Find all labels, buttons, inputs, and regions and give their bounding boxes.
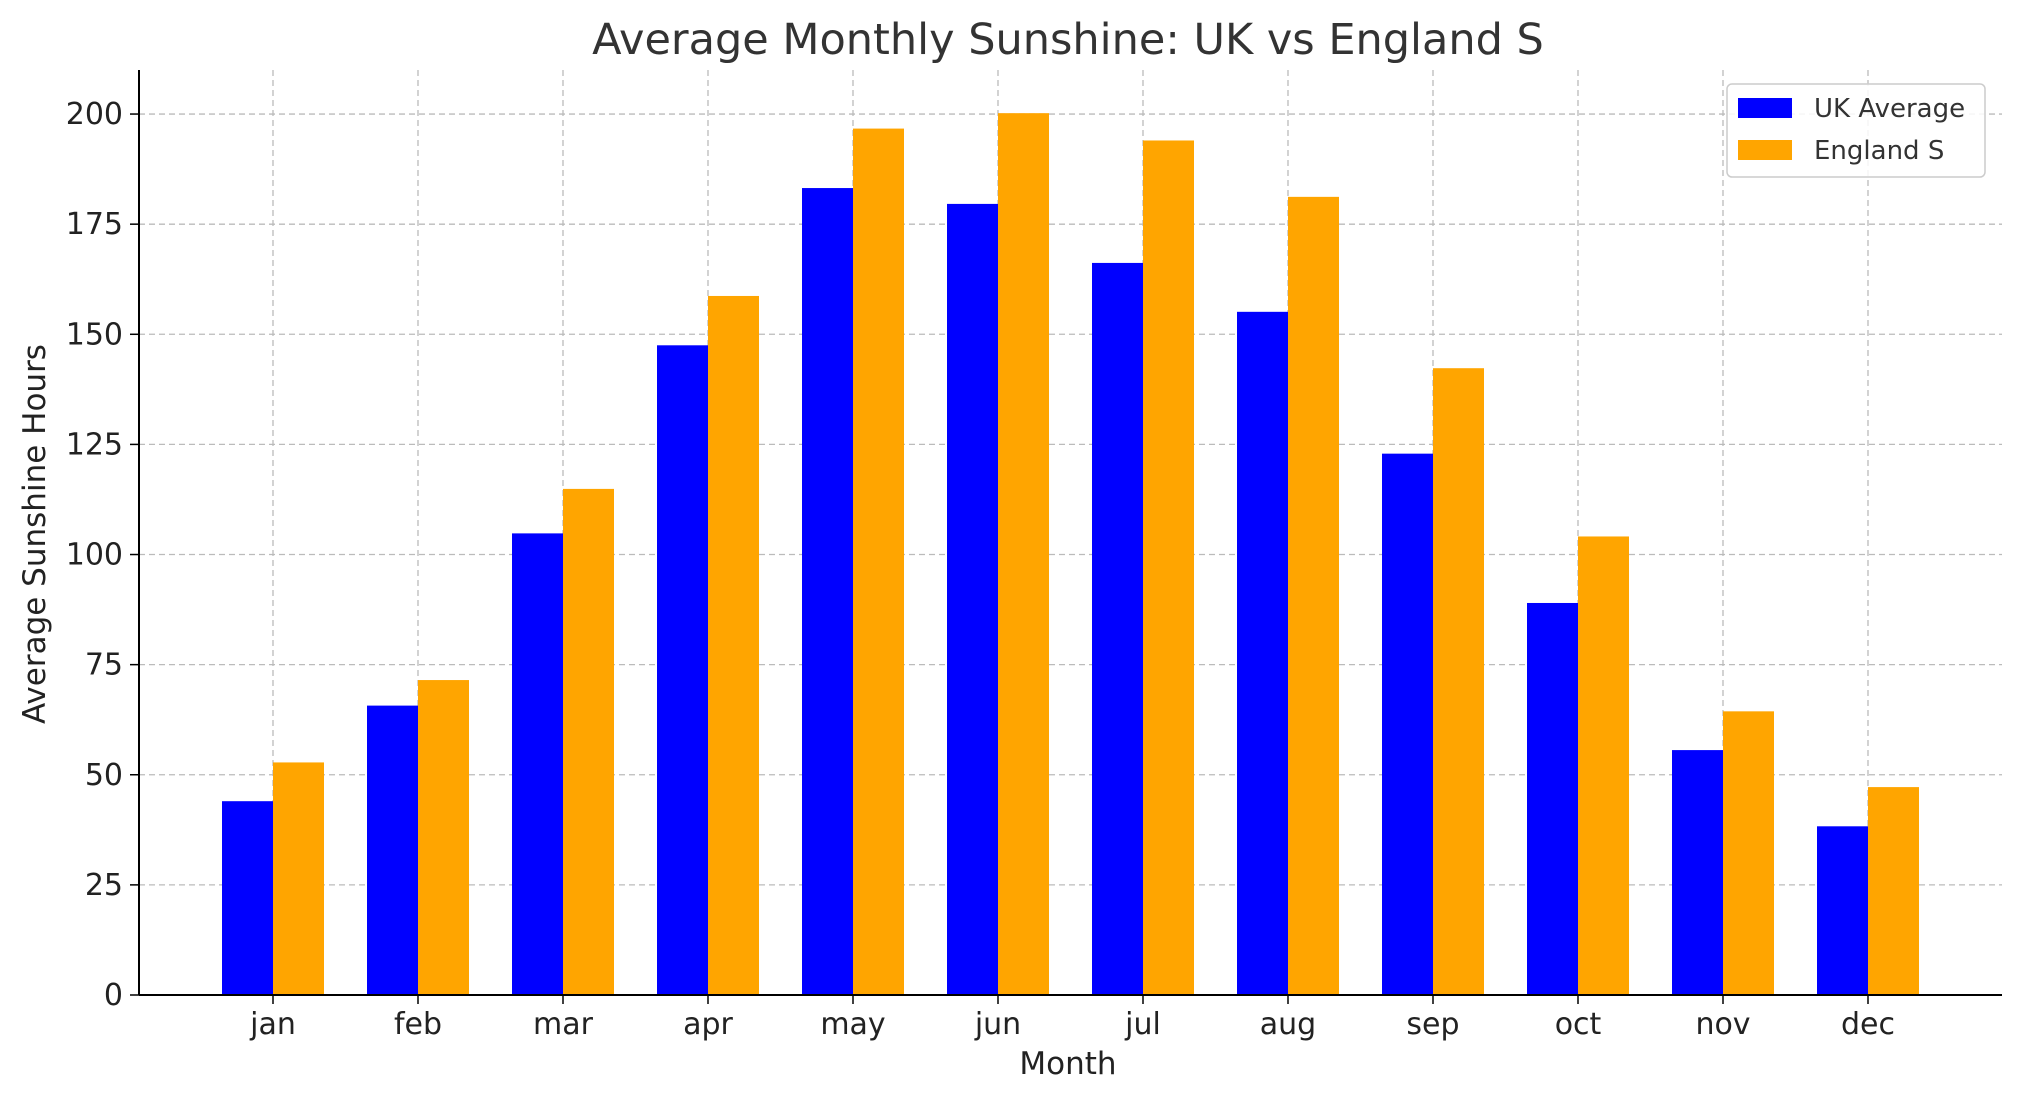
bar-uk-average-jul [1092, 262, 1143, 995]
bar-uk-average-oct [1527, 602, 1578, 995]
y-tick-label: 150 [66, 317, 123, 352]
y-tick-label: 200 [66, 97, 123, 132]
x-tick-label: may [820, 1007, 885, 1042]
x-tick-label: aug [1260, 1007, 1316, 1042]
legend-label-england-s: England S [1814, 136, 1944, 166]
axes [130, 70, 2002, 1004]
bar-england-s-jan [273, 762, 324, 995]
bar-england-s-apr [708, 295, 759, 995]
y-tick-label: 0 [104, 978, 123, 1013]
bar-uk-average-nov [1672, 750, 1723, 995]
y-tick-label: 125 [66, 427, 123, 462]
x-tick-label: dec [1841, 1007, 1895, 1042]
x-tick-label: feb [394, 1007, 442, 1042]
bar-england-s-oct [1578, 536, 1629, 995]
bar-england-s-jun [998, 113, 1049, 995]
bar-england-s-nov [1723, 711, 1774, 995]
bar-england-s-sep [1433, 368, 1484, 995]
x-tick-label: nov [1695, 1007, 1750, 1042]
bar-uk-average-jan [222, 801, 273, 995]
legend-label-uk-average: UK Average [1814, 94, 1965, 124]
x-tick-label: mar [533, 1007, 594, 1042]
x-tick-label: jun [974, 1007, 1021, 1042]
bar-england-s-jul [1143, 140, 1194, 995]
legend-swatch-england-s [1738, 140, 1792, 160]
x-axis-label: Month [1019, 1046, 1116, 1082]
legend: UK Average England S [1726, 83, 1986, 178]
x-tick-label: jul [1124, 1007, 1161, 1042]
bar-uk-average-aug [1237, 311, 1288, 996]
x-tick-label: apr [683, 1007, 733, 1042]
bar-england-s-mar [563, 488, 614, 995]
bar-uk-average-sep [1382, 453, 1433, 995]
bar-uk-average-mar [512, 533, 563, 995]
y-tick-labels: 0 25 50 75 100 125 150 175 200 [66, 97, 123, 1013]
x-tick-labels: jan feb mar apr may jun jul aug sep oct nov dec [249, 1007, 1895, 1042]
x-tick-label: jan [249, 1007, 296, 1042]
y-tick-label: 50 [85, 758, 123, 793]
bar-england-s-aug [1288, 196, 1339, 995]
chart-title: Average Monthly Sunshine: UK vs England … [592, 15, 1544, 65]
y-tick-label: 75 [85, 648, 123, 683]
bar-england-s-may [853, 128, 904, 996]
x-tick-label: sep [1406, 1007, 1459, 1042]
bar-uk-average-may [802, 188, 853, 996]
bar-uk-average-dec [1817, 826, 1868, 995]
y-axis-label: Average Sunshine Hours [17, 344, 53, 724]
y-tick-label: 100 [66, 538, 123, 573]
x-tick-label: oct [1555, 1007, 1602, 1042]
bar-england-s-dec [1868, 787, 1919, 995]
bar-uk-average-jun [947, 203, 998, 995]
bars [222, 113, 1919, 996]
y-tick-label: 25 [85, 868, 123, 903]
legend-swatch-uk-average [1738, 98, 1792, 118]
bar-uk-average-feb [367, 705, 418, 995]
bar-uk-average-apr [657, 345, 708, 995]
bar-england-s-feb [418, 680, 469, 995]
y-tick-label: 175 [66, 207, 123, 242]
